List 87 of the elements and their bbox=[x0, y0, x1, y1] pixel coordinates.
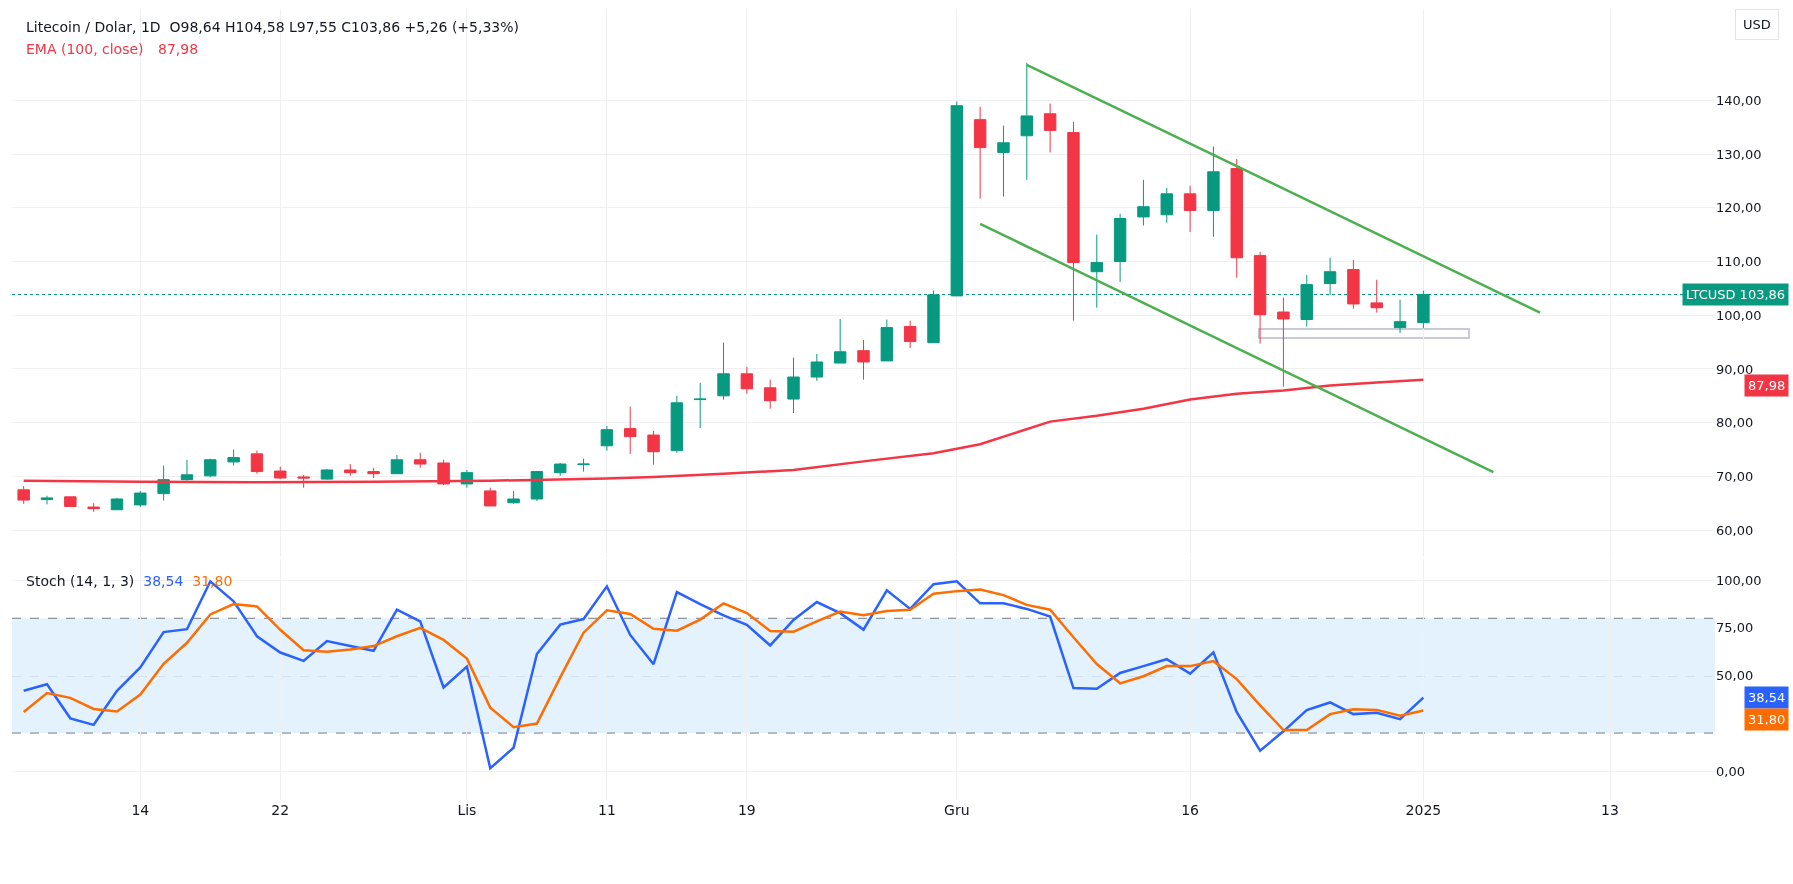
candlestick bbox=[1393, 299, 1407, 334]
candlestick bbox=[64, 496, 77, 507]
candlestick bbox=[367, 467, 380, 479]
candlestick bbox=[227, 449, 240, 467]
candlestick bbox=[414, 452, 427, 469]
x-tick-label: 19 bbox=[737, 802, 756, 818]
candlestick bbox=[1230, 158, 1243, 279]
line-series bbox=[22, 378, 1425, 484]
candlestick bbox=[763, 379, 777, 410]
candlestick bbox=[1347, 259, 1360, 310]
candlestick bbox=[810, 353, 824, 382]
candlestick bbox=[1137, 179, 1150, 227]
candlestick bbox=[693, 382, 707, 429]
candlestick bbox=[1113, 213, 1127, 283]
x-tick-label: 16 bbox=[1181, 802, 1200, 818]
candlestick bbox=[530, 470, 544, 502]
text: O98,64 H104,58 L97,55 C103,86 +5,26 (+5,33%) bbox=[169, 19, 520, 35]
y-tick-label: 130,00 bbox=[1716, 146, 1762, 162]
candlestick bbox=[740, 366, 754, 395]
annotation: 31,80 bbox=[192, 573, 233, 589]
y-tick-label: 80,00 bbox=[1716, 415, 1754, 431]
y-tick-label: 110,00 bbox=[1716, 254, 1762, 270]
candlestick bbox=[110, 497, 124, 511]
annotation: 87,98 bbox=[158, 41, 199, 57]
text: Stoch (14, 1, 3) bbox=[26, 573, 135, 589]
candlestick bbox=[997, 125, 1010, 197]
x-tick-label: 2025 bbox=[1405, 802, 1442, 818]
x-tick-label: 14 bbox=[131, 802, 150, 818]
y-tick-label: 75,00 bbox=[1716, 620, 1754, 636]
candlestick bbox=[600, 425, 614, 452]
text: 38,54 bbox=[1748, 690, 1786, 705]
candlestick bbox=[320, 468, 334, 481]
y-tick-label: 140,00 bbox=[1716, 92, 1762, 108]
candlestick bbox=[40, 495, 54, 505]
x-tick-label: 22 bbox=[271, 802, 290, 818]
candlestick bbox=[903, 320, 917, 349]
candlestick bbox=[390, 454, 404, 475]
candlestick bbox=[1043, 103, 1057, 153]
y-tick-label: 50,00 bbox=[1716, 668, 1754, 684]
x-tick-label: Gru bbox=[944, 802, 970, 818]
candlestick bbox=[1067, 121, 1080, 322]
line-series bbox=[22, 588, 1425, 732]
candlestick bbox=[507, 490, 520, 505]
candlestick bbox=[833, 318, 847, 364]
candlestick bbox=[250, 450, 264, 475]
y-tick-label: 100,00 bbox=[1716, 307, 1762, 323]
candlestick bbox=[880, 319, 894, 362]
text: Litecoin / Dolar, 1D bbox=[26, 19, 161, 35]
candlestick bbox=[204, 458, 217, 478]
candlestick bbox=[17, 485, 30, 505]
candlestick bbox=[554, 462, 567, 477]
candlestick bbox=[857, 339, 870, 381]
candlestick bbox=[647, 430, 660, 466]
candlestick bbox=[670, 395, 684, 454]
candlestick bbox=[134, 490, 147, 508]
text: EMA (100, close) bbox=[26, 41, 144, 57]
y-tick-label: 60,00 bbox=[1716, 522, 1754, 538]
y-tick-label: 120,00 bbox=[1716, 200, 1762, 216]
candlestick bbox=[787, 357, 800, 414]
candlestick bbox=[973, 106, 987, 200]
x-tick-label: 11 bbox=[597, 802, 616, 818]
candlestick bbox=[717, 342, 730, 401]
candlestick bbox=[1160, 187, 1173, 224]
ref-line-label: LTCUSD 103,86 bbox=[1686, 287, 1786, 302]
text: 87,98 bbox=[1748, 378, 1786, 393]
candlestick bbox=[180, 459, 194, 482]
candlestick bbox=[577, 458, 590, 473]
y-tick-label: 0,00 bbox=[1716, 763, 1745, 779]
candlestick bbox=[1253, 251, 1267, 345]
candlestick bbox=[274, 466, 287, 480]
candlestick bbox=[1183, 185, 1197, 233]
candlestick bbox=[87, 502, 100, 513]
text: 31,80 bbox=[1748, 712, 1786, 727]
y-tick-label: 70,00 bbox=[1716, 468, 1754, 484]
candlestick bbox=[1207, 146, 1220, 238]
y-axis-title: USD bbox=[1743, 17, 1771, 32]
candlestick bbox=[484, 487, 497, 507]
x-tick-label: Lis bbox=[457, 802, 477, 818]
candlestick bbox=[1370, 279, 1383, 314]
y-tick-label: 90,00 bbox=[1716, 361, 1754, 377]
candlestick bbox=[624, 406, 637, 455]
candlestick bbox=[1277, 297, 1290, 388]
x-tick-label: 13 bbox=[1601, 802, 1619, 818]
candlestick bbox=[1020, 62, 1034, 181]
y-tick-label: 100,00 bbox=[1716, 572, 1762, 588]
annotation: 38,54 bbox=[143, 573, 184, 589]
candlestick bbox=[344, 463, 357, 477]
